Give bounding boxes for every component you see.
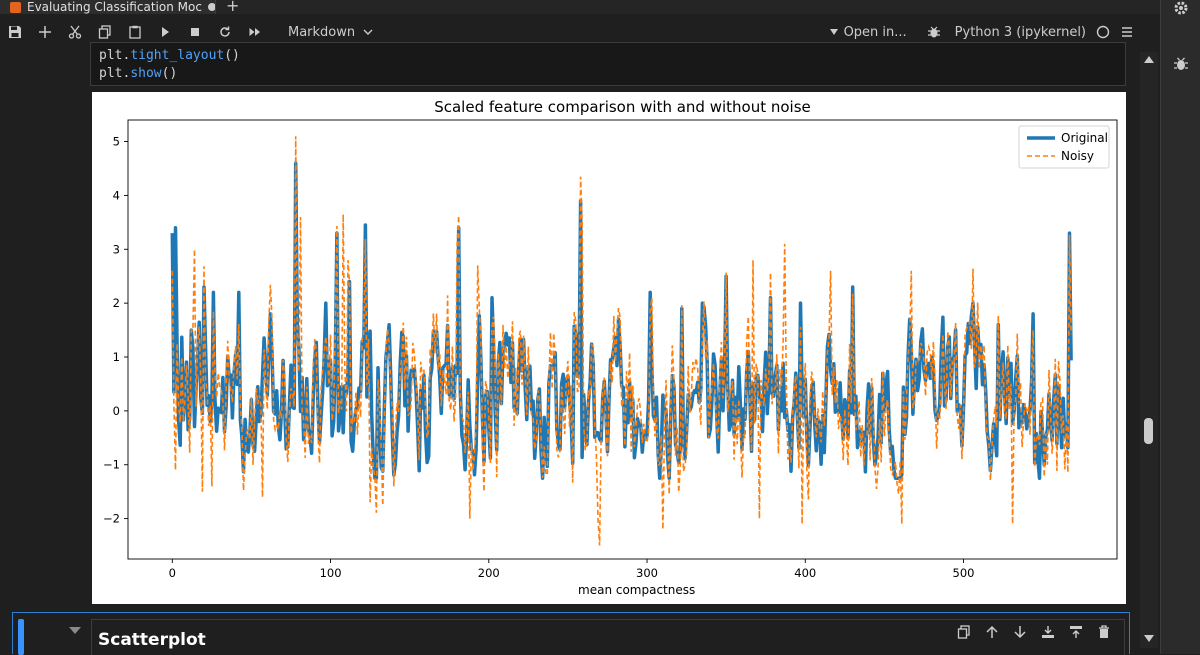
scroll-down-icon[interactable] [1144, 635, 1154, 642]
cell-type-select[interactable]: Markdown [288, 25, 373, 40]
legend-original-label: Original [1061, 131, 1108, 145]
restart-icon[interactable] [210, 18, 240, 46]
open-in-button[interactable]: Open in... [829, 24, 907, 40]
tab-notebook[interactable]: Evaluating Classification Moc [0, 0, 216, 14]
notebook-scrollbar[interactable] [1140, 52, 1158, 648]
y-tick-label: 2 [113, 296, 120, 310]
y-tick-label: −2 [103, 512, 120, 526]
kernel-button[interactable]: Python 3 (ipykernel) [927, 25, 1086, 40]
debugger-icon[interactable] [1173, 56, 1189, 72]
kernel-status-icon [1096, 25, 1110, 39]
insert-above-icon[interactable] [1040, 624, 1056, 640]
right-sidebar [1160, 0, 1200, 654]
run-all-icon[interactable] [240, 18, 270, 46]
kernel-label: Python 3 (ipykernel) [954, 24, 1086, 40]
new-tab-icon[interactable]: + [226, 0, 240, 15]
x-tick-label: 100 [320, 566, 342, 580]
add-cell-icon[interactable] [30, 18, 60, 46]
series-original-line [170, 161, 1073, 480]
code-cell[interactable]: plt.tight_layout() plt.show() [90, 42, 1126, 86]
y-tick-label: 5 [113, 135, 120, 149]
unsaved-dot-icon[interactable] [207, 3, 215, 11]
tab-bar: Evaluating Classification Moc + [0, 0, 1160, 15]
x-axis-label: mean compactness [578, 583, 695, 597]
markdown-content[interactable]: Scatterplot [91, 619, 1125, 655]
x-tick-label: 200 [478, 566, 500, 580]
series-noisy-line [171, 136, 1072, 546]
insert-below-icon[interactable] [1068, 624, 1084, 640]
paste-icon[interactable] [120, 18, 150, 46]
y-tick-label: 4 [113, 188, 120, 202]
save-icon[interactable] [0, 18, 30, 46]
duplicate-icon[interactable] [956, 624, 972, 640]
line-chart: Scaled feature comparison with and witho… [103, 98, 1118, 597]
cell-actions [956, 624, 1112, 640]
y-tick-label: 3 [113, 242, 120, 256]
stop-icon[interactable] [180, 18, 210, 46]
copy-icon[interactable] [90, 18, 120, 46]
collapse-icon[interactable] [69, 627, 81, 634]
chart-title: Scaled feature comparison with and witho… [434, 98, 811, 116]
move-down-icon[interactable] [1012, 624, 1028, 640]
y-tick-label: −1 [103, 458, 120, 472]
markdown-heading: Scatterplot [98, 630, 206, 650]
chevron-down-icon [363, 29, 373, 35]
y-tick-label: 1 [113, 350, 120, 364]
cut-icon[interactable] [60, 18, 90, 46]
cell-focus-indicator [18, 619, 24, 655]
settings-gear-icon[interactable] [1173, 0, 1189, 16]
menu-icon[interactable] [1120, 25, 1134, 39]
move-up-icon[interactable] [984, 624, 1000, 640]
notebook-icon [10, 1, 21, 13]
x-tick-label: 400 [794, 566, 816, 580]
legend-noisy-label: Noisy [1061, 149, 1094, 163]
bug-icon [927, 26, 940, 38]
x-tick-label: 300 [636, 566, 658, 580]
tab-title: Evaluating Classification Moc [27, 0, 202, 14]
scroll-up-icon[interactable] [1144, 56, 1154, 63]
scroll-thumb[interactable] [1144, 418, 1153, 444]
code-line: plt.show() [99, 66, 178, 81]
notebook-toolbar: Markdown Open in... Python 3 (ipykernel) [0, 18, 1160, 46]
open-in-label: Open in... [843, 24, 907, 40]
cell-output: Scaled feature comparison with and witho… [92, 92, 1126, 604]
x-tick-label: 0 [169, 566, 176, 580]
markdown-cell[interactable]: Scatterplot [12, 612, 1130, 655]
plot-frame [127, 119, 1118, 560]
run-cell-icon[interactable] [150, 18, 180, 46]
delete-icon[interactable] [1096, 624, 1112, 640]
y-tick-label: 0 [113, 404, 120, 418]
caret-down-icon [829, 29, 838, 35]
code-line: plt.tight_layout() [99, 48, 240, 63]
cell-type-label: Markdown [288, 24, 356, 40]
x-tick-label: 500 [953, 566, 975, 580]
